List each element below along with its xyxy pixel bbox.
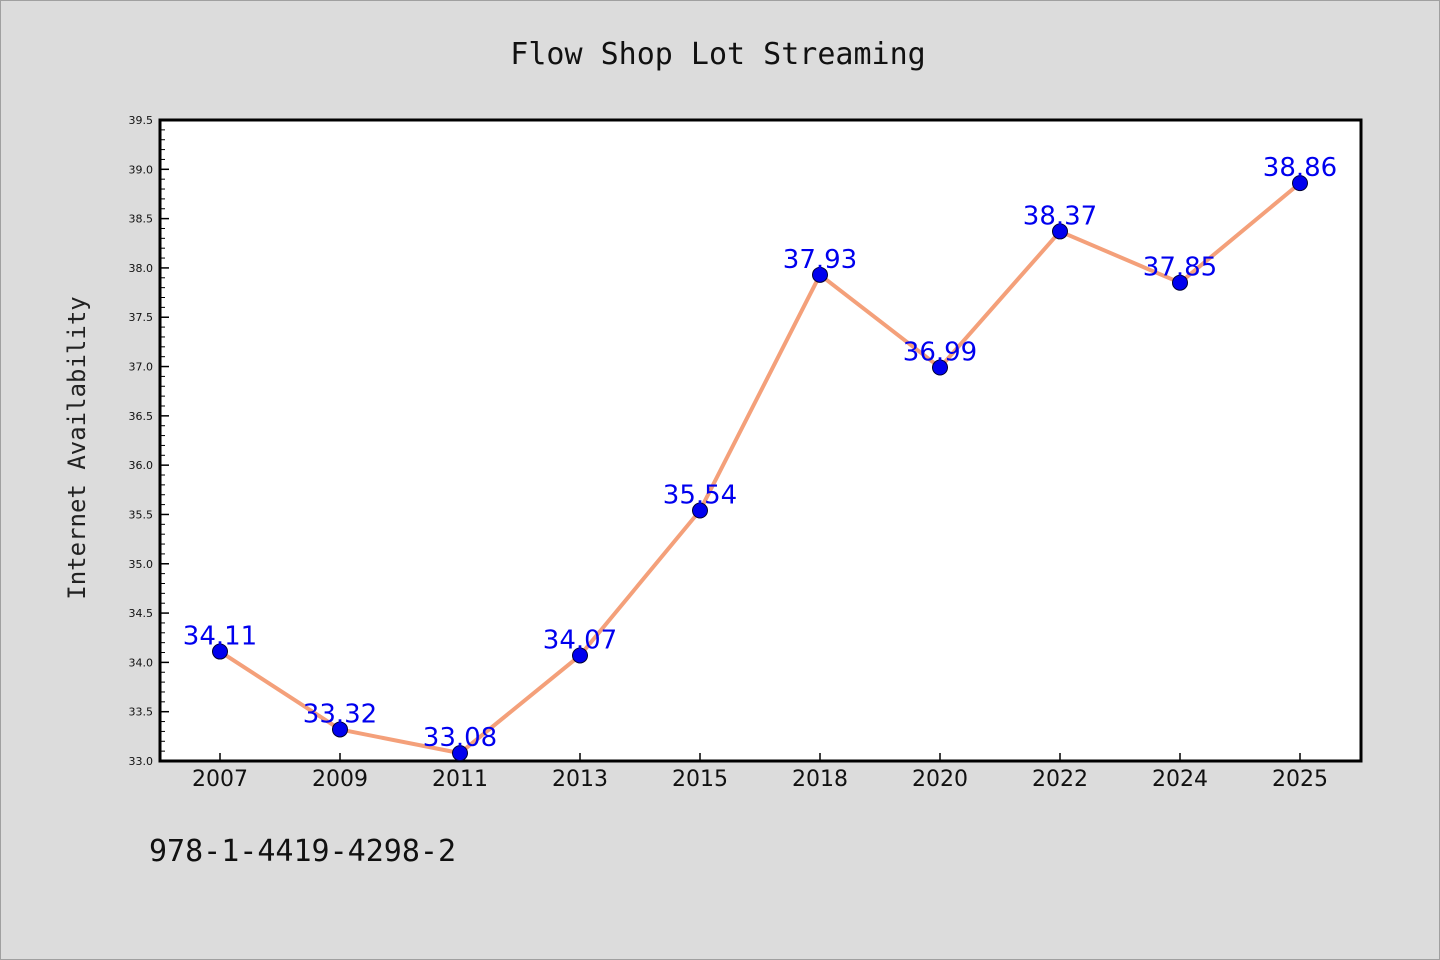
data-label: 33.32 [303,699,377,729]
x-tick-label: 2015 [672,767,728,792]
x-axis: 2007 2009 2011 2013 2015 2018 2020 2022 2024 2025 [192,753,1328,792]
data-point [212,643,228,660]
data-point [1052,223,1068,240]
chart-title: Flow Shop Lot Streaming [510,37,925,72]
data-label: 35.54 [663,481,737,511]
y-tick-label: 36.5 [129,410,154,423]
x-tick-label: 2018 [792,767,848,792]
y-tick-label: 35.0 [129,558,154,571]
y-tick-label: 38.0 [129,262,154,275]
y-tick-label: 34.5 [129,607,154,620]
x-tick-label: 2024 [1152,767,1208,792]
data-label: 34.11 [183,622,257,652]
data-point [932,359,948,376]
data-label: 37.85 [1143,253,1217,283]
plot-area [158,118,1363,763]
y-tick-label: 39.5 [129,114,154,127]
data-label: 34.07 [543,625,617,655]
y-tick-label: 39.0 [129,163,154,176]
data-point [572,647,588,664]
series-layer: 34.11 33.32 33.08 34.07 35.54 37.93 36.99 38.37… [183,153,1337,762]
data-label: 38.37 [1023,201,1097,231]
data-point [332,721,348,738]
data-label: 38.86 [1263,153,1337,183]
data-point [692,502,708,519]
data-point [452,745,468,762]
data-point [1292,175,1308,192]
y-tick-label: 34.0 [129,656,154,669]
footer-code: 978-1-4419-4298-2 [149,834,457,869]
x-tick-label: 2020 [912,767,968,792]
y-axis: 33.0 33.5 34.0 34.5 35.0 35.5 36.0 36.5 37.0 37.5… [129,114,169,768]
y-axis-label: Internet Availability [63,296,91,599]
x-tick-label: 2009 [312,767,368,792]
y-tick-label: 37.0 [129,361,154,374]
y-tick-label: 33.5 [129,706,154,719]
x-tick-label: 2011 [432,767,488,792]
y-tick-label: 38.5 [129,213,154,226]
x-tick-label: 2022 [1032,767,1088,792]
y-tick-label: 35.5 [129,508,154,521]
series-line [218,181,1302,756]
data-label: 36.99 [903,338,977,368]
x-tick-label: 2007 [192,767,248,792]
x-tick-label: 2025 [1272,767,1328,792]
y-tick-label: 37.5 [129,311,154,324]
data-point [812,266,828,283]
y-tick-label: 33.0 [129,755,154,768]
data-label: 33.08 [423,723,497,753]
x-tick-label: 2013 [552,767,608,792]
y-tick-label: 36.0 [129,459,154,472]
data-label: 37.93 [783,245,857,275]
data-point [1172,274,1188,291]
